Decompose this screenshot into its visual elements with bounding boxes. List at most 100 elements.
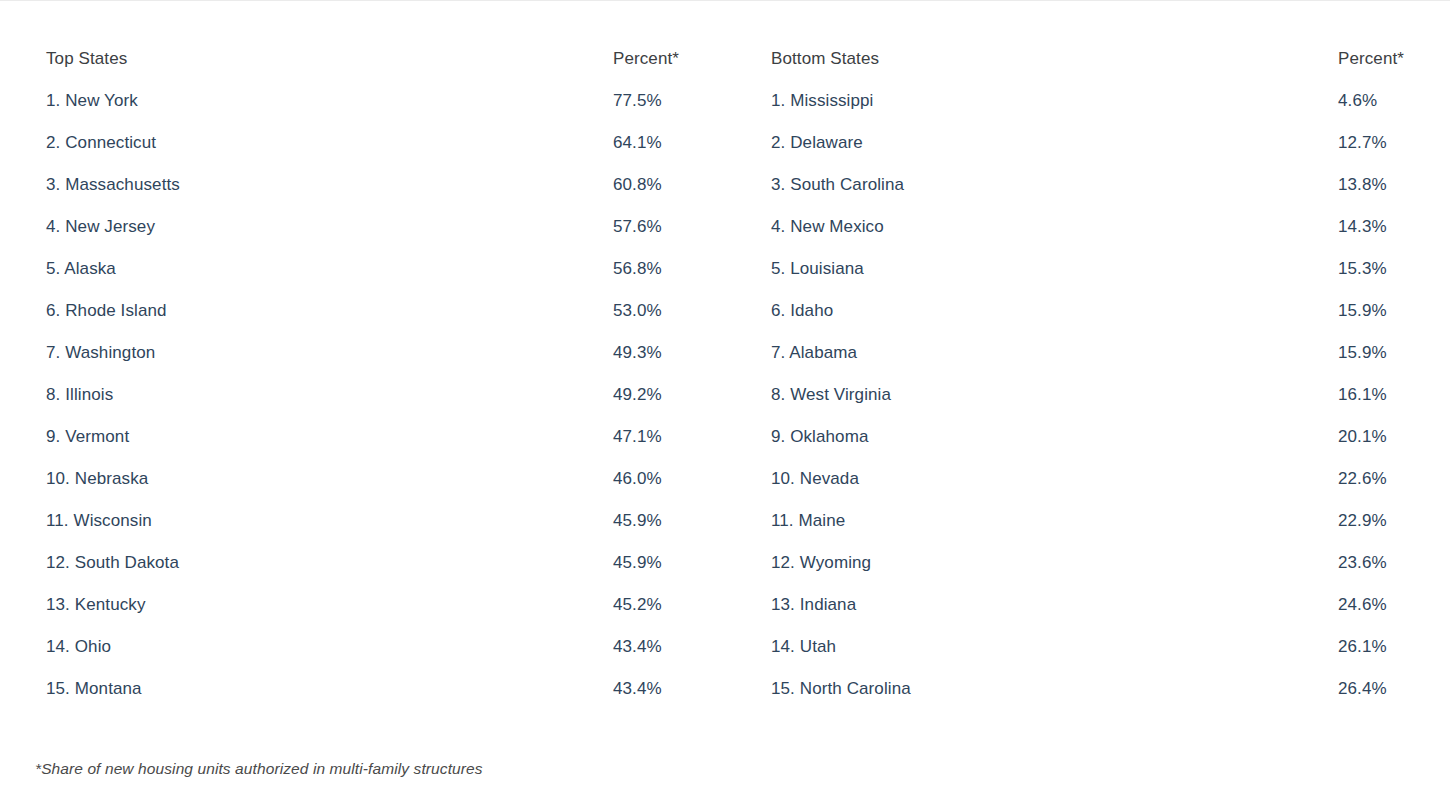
state-label: 11. Wisconsin [46, 511, 613, 531]
percent-value: 15.3% [1338, 259, 1450, 279]
percent-value: 26.4% [1338, 679, 1450, 699]
tables-container: Top States Percent* 1. New York77.5%2. C… [0, 38, 1450, 710]
table-row: 2. Connecticut64.1% [46, 122, 725, 164]
percent-value: 12.7% [1338, 133, 1450, 153]
state-label: 7. Washington [46, 343, 613, 363]
percent-value: 15.9% [1338, 343, 1450, 363]
table-row: 7. Alabama15.9% [771, 332, 1450, 374]
state-label: 12. South Dakota [46, 553, 613, 573]
percent-value: 45.9% [613, 511, 725, 531]
percent-value: 22.9% [1338, 511, 1450, 531]
state-label: 5. Alaska [46, 259, 613, 279]
table-row: 7. Washington49.3% [46, 332, 725, 374]
table-row: 13. Kentucky45.2% [46, 584, 725, 626]
state-label: 10. Nebraska [46, 469, 613, 489]
state-label: 8. West Virginia [771, 385, 1338, 405]
percent-value: 22.6% [1338, 469, 1450, 489]
ranked-states-table-page: Top States Percent* 1. New York77.5%2. C… [0, 0, 1450, 800]
table-row: 6. Idaho15.9% [771, 290, 1450, 332]
percent-value: 64.1% [613, 133, 725, 153]
state-label: 6. Idaho [771, 301, 1338, 321]
percent-value: 49.3% [613, 343, 725, 363]
footnote: *Share of new housing units authorized i… [0, 760, 1450, 778]
percent-value: 20.1% [1338, 427, 1450, 447]
table-row: 11. Wisconsin45.9% [46, 500, 725, 542]
table-row: 6. Rhode Island53.0% [46, 290, 725, 332]
table-row: 8. Illinois49.2% [46, 374, 725, 416]
top-states-header-row: Top States Percent* [46, 38, 725, 80]
top-states-table: Top States Percent* 1. New York77.5%2. C… [0, 38, 725, 710]
percent-value: 43.4% [613, 637, 725, 657]
state-label: 9. Oklahoma [771, 427, 1338, 447]
table-row: 1. New York77.5% [46, 80, 725, 122]
table-row: 15. Montana43.4% [46, 668, 725, 710]
table-row: 3. Massachusetts60.8% [46, 164, 725, 206]
table-row: 11. Maine22.9% [771, 500, 1450, 542]
percent-value: 77.5% [613, 91, 725, 111]
percent-value: 26.1% [1338, 637, 1450, 657]
percent-value: 23.6% [1338, 553, 1450, 573]
percent-value: 14.3% [1338, 217, 1450, 237]
state-label: 12. Wyoming [771, 553, 1338, 573]
column-header-bottom-states: Bottom States [771, 49, 1338, 69]
state-label: 15. Montana [46, 679, 613, 699]
table-row: 4. New Jersey57.6% [46, 206, 725, 248]
percent-value: 57.6% [613, 217, 725, 237]
table-row: 13. Indiana24.6% [771, 584, 1450, 626]
state-label: 6. Rhode Island [46, 301, 613, 321]
table-row: 12. Wyoming23.6% [771, 542, 1450, 584]
state-label: 14. Ohio [46, 637, 613, 657]
state-label: 2. Delaware [771, 133, 1338, 153]
state-label: 1. Mississippi [771, 91, 1338, 111]
state-label: 11. Maine [771, 511, 1338, 531]
table-row: 10. Nevada22.6% [771, 458, 1450, 500]
bottom-states-header-row: Bottom States Percent* [771, 38, 1450, 80]
percent-value: 15.9% [1338, 301, 1450, 321]
percent-value: 45.2% [613, 595, 725, 615]
table-row: 8. West Virginia16.1% [771, 374, 1450, 416]
bottom-states-table: Bottom States Percent* 1. Mississippi4.6… [725, 38, 1450, 710]
table-row: 5. Louisiana15.3% [771, 248, 1450, 290]
table-row: 14. Ohio43.4% [46, 626, 725, 668]
state-label: 2. Connecticut [46, 133, 613, 153]
state-label: 8. Illinois [46, 385, 613, 405]
state-label: 1. New York [46, 91, 613, 111]
percent-value: 43.4% [613, 679, 725, 699]
percent-value: 47.1% [613, 427, 725, 447]
table-row: 1. Mississippi4.6% [771, 80, 1450, 122]
state-label: 3. Massachusetts [46, 175, 613, 195]
table-row: 12. South Dakota45.9% [46, 542, 725, 584]
percent-value: 16.1% [1338, 385, 1450, 405]
state-label: 5. Louisiana [771, 259, 1338, 279]
table-row: 14. Utah26.1% [771, 626, 1450, 668]
column-header-percent-top: Percent* [613, 49, 725, 69]
state-label: 13. Indiana [771, 595, 1338, 615]
percent-value: 49.2% [613, 385, 725, 405]
state-label: 7. Alabama [771, 343, 1338, 363]
state-label: 13. Kentucky [46, 595, 613, 615]
table-row: 9. Oklahoma20.1% [771, 416, 1450, 458]
percent-value: 53.0% [613, 301, 725, 321]
percent-value: 60.8% [613, 175, 725, 195]
percent-value: 56.8% [613, 259, 725, 279]
top-states-rows: 1. New York77.5%2. Connecticut64.1%3. Ma… [46, 80, 725, 710]
percent-value: 4.6% [1338, 91, 1450, 111]
state-label: 10. Nevada [771, 469, 1338, 489]
state-label: 15. North Carolina [771, 679, 1338, 699]
state-label: 4. New Jersey [46, 217, 613, 237]
column-header-top-states: Top States [46, 49, 613, 69]
table-row: 5. Alaska56.8% [46, 248, 725, 290]
state-label: 9. Vermont [46, 427, 613, 447]
bottom-states-rows: 1. Mississippi4.6%2. Delaware12.7%3. Sou… [771, 80, 1450, 710]
table-row: 3. South Carolina13.8% [771, 164, 1450, 206]
column-header-percent-bottom: Percent* [1338, 49, 1450, 69]
table-row: 15. North Carolina26.4% [771, 668, 1450, 710]
table-row: 9. Vermont47.1% [46, 416, 725, 458]
percent-value: 13.8% [1338, 175, 1450, 195]
state-label: 4. New Mexico [771, 217, 1338, 237]
table-row: 2. Delaware12.7% [771, 122, 1450, 164]
percent-value: 45.9% [613, 553, 725, 573]
state-label: 3. South Carolina [771, 175, 1338, 195]
percent-value: 24.6% [1338, 595, 1450, 615]
table-row: 4. New Mexico14.3% [771, 206, 1450, 248]
